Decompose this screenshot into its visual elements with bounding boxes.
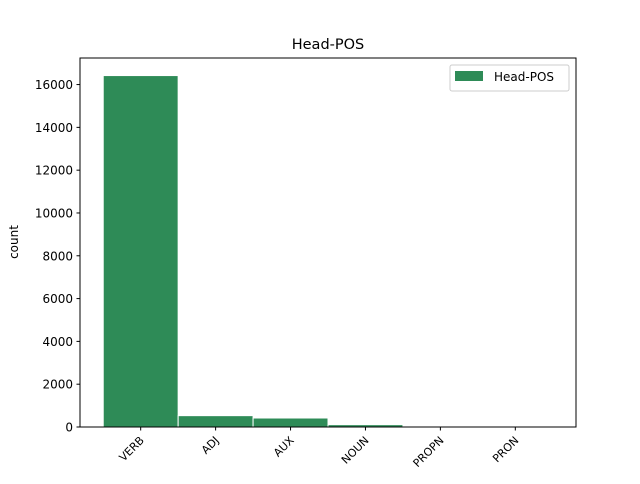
y-tick-label: 4000 <box>42 335 73 349</box>
x-tick-label: ADJ <box>199 434 222 457</box>
y-tick-label: 16000 <box>35 78 73 92</box>
bar-verb <box>103 76 178 427</box>
legend-swatch <box>455 71 483 81</box>
bar-aux <box>253 418 328 427</box>
chart-title: Head-POS <box>292 37 365 53</box>
y-tick-label: 10000 <box>35 206 73 220</box>
x-tick-label: VERB <box>117 434 147 464</box>
x-tick-label: AUX <box>271 434 297 460</box>
legend: Head-POS <box>450 65 569 91</box>
y-tick-label: 14000 <box>35 121 73 135</box>
y-tick-label: 12000 <box>35 164 73 178</box>
y-tick-label: 0 <box>65 421 73 435</box>
y-axis-label: count <box>7 225 21 259</box>
legend-label: Head-POS <box>494 70 554 84</box>
x-tick-label: NOUN <box>339 434 372 467</box>
x-tick-label: PROPN <box>411 434 447 470</box>
y-tick-label: 2000 <box>42 378 73 392</box>
bar-adj <box>178 416 253 427</box>
y-tick-label: 6000 <box>42 292 73 306</box>
x-tick-label: PRON <box>490 434 521 465</box>
y-tick-label: 8000 <box>42 249 73 263</box>
